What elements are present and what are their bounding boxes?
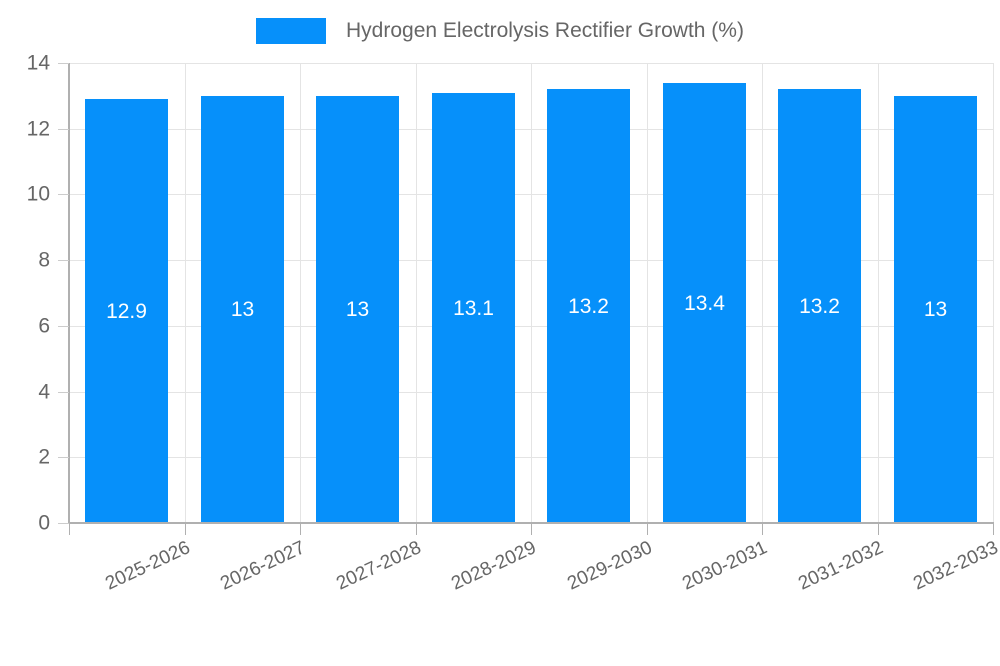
x-axis-tick-mark <box>185 524 186 535</box>
x-axis-tick-mark <box>762 524 763 535</box>
y-axis-tick-mark <box>58 523 69 524</box>
y-axis-tick-label: 2 <box>38 445 50 469</box>
gridline-vertical <box>647 63 648 523</box>
bar-value-label: 13 <box>923 298 948 322</box>
bar-value-label: 13 <box>230 298 255 322</box>
bar[interactable]: 12.9 <box>85 99 168 523</box>
y-axis-tick-label: 8 <box>38 248 50 272</box>
bar[interactable]: 13 <box>201 95 284 523</box>
x-axis-line <box>69 522 994 524</box>
gridline-vertical <box>300 63 301 523</box>
plot-area: 12.9 13 13 13.1 13.2 13.4 13.2 13 <box>69 63 994 524</box>
legend-color-swatch[interactable] <box>256 18 327 44</box>
y-axis-tick-mark <box>58 391 69 393</box>
bar[interactable]: 13.2 <box>547 89 630 523</box>
y-axis-tick-mark <box>58 128 69 130</box>
gridline-vertical <box>762 63 763 523</box>
bar-value-label: 12.9 <box>106 300 147 324</box>
bar-value-label: 13.4 <box>684 291 725 315</box>
y-axis-tick-mark <box>58 63 69 64</box>
legend-label[interactable]: Hydrogen Electrolysis Rectifier Growth (… <box>346 19 744 42</box>
bar[interactable]: 13.2 <box>778 89 861 523</box>
y-axis-tick-label: 0 <box>38 511 50 535</box>
y-axis-tick-mark <box>58 194 69 196</box>
x-axis-tick-mark <box>69 524 70 535</box>
bar-value-label: 13.2 <box>799 295 840 319</box>
bar[interactable]: 13.4 <box>663 82 746 523</box>
x-axis-tick-mark <box>647 524 648 535</box>
bar-value-label: 13.1 <box>453 296 494 320</box>
y-axis-tick-label: 4 <box>38 380 50 404</box>
gridline-vertical <box>993 63 994 523</box>
x-axis-tick-mark <box>993 524 994 535</box>
y-axis-tick-label: 14 <box>26 51 50 75</box>
y-axis-tick-label: 6 <box>38 314 50 338</box>
bar[interactable]: 13 <box>894 95 977 523</box>
x-axis-tick-mark <box>300 524 301 535</box>
bar-value-label: 13.2 <box>568 295 609 319</box>
x-axis-tick-mark <box>416 524 417 535</box>
y-axis-tick-label: 12 <box>26 117 50 141</box>
bar-value-label: 13 <box>345 298 370 322</box>
bar[interactable]: 13.1 <box>432 92 515 523</box>
x-axis-tick-mark <box>878 524 879 535</box>
gridline-vertical <box>531 63 532 523</box>
y-axis-line <box>68 63 70 524</box>
gridline-vertical <box>878 63 879 523</box>
y-axis-labels: 0 2 4 6 8 10 12 14 <box>0 0 50 600</box>
gridline-vertical <box>185 63 186 523</box>
y-axis-tick-mark <box>58 325 69 327</box>
gridline-vertical <box>416 63 417 523</box>
bar[interactable]: 13 <box>316 95 399 523</box>
y-axis-tick-label: 10 <box>26 182 50 206</box>
chart-legend: Hydrogen Electrolysis Rectifier Growth (… <box>0 14 1000 48</box>
y-axis-tick-mark <box>58 457 69 459</box>
x-axis-tick-mark <box>531 524 532 535</box>
y-axis-tick-mark <box>58 260 69 262</box>
